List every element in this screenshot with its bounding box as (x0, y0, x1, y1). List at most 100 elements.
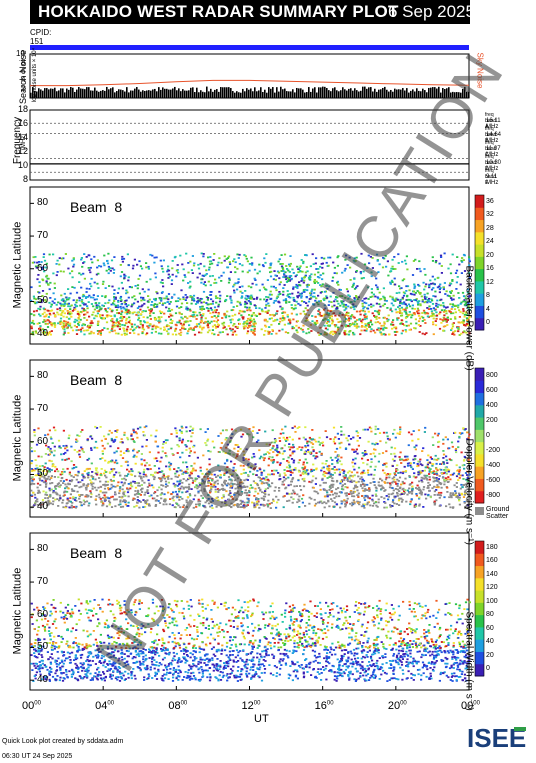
rt-cell (374, 295, 377, 298)
rt-cell (97, 330, 101, 333)
rt-cell (153, 492, 156, 495)
rt-cell (300, 300, 304, 303)
rt-cell (38, 503, 41, 506)
rt-cell (191, 314, 194, 316)
rt-cell (48, 331, 52, 333)
noise-bar (306, 92, 308, 98)
rt-cell (50, 437, 53, 440)
rt-cell (433, 283, 436, 286)
rt-cell (435, 462, 438, 465)
rt-cell (418, 317, 422, 320)
rt-cell (53, 282, 56, 285)
rt-cell (466, 291, 469, 294)
rt-cell (367, 324, 370, 326)
noise-bar (80, 88, 82, 98)
rt-cell (338, 288, 341, 291)
rt-cell (165, 330, 169, 333)
rt-cell (90, 258, 93, 261)
rt-cell (428, 461, 431, 464)
rt-cell (347, 312, 350, 314)
rt-cell (286, 500, 289, 502)
rt-cell (408, 476, 411, 478)
rt-cell (42, 321, 45, 323)
rt-cell (205, 273, 208, 275)
rt-cell (465, 331, 468, 334)
rt-cell (146, 332, 149, 335)
noise-bar (238, 92, 240, 98)
rt-cell (449, 478, 452, 481)
rt-cell (83, 261, 86, 263)
rt-cell (90, 320, 93, 322)
rt-cell (317, 501, 320, 504)
rt-cell (138, 305, 141, 308)
rt-cell (417, 309, 420, 312)
rt-cell (269, 314, 272, 316)
rt-cell (302, 479, 305, 481)
rt-cell (59, 270, 62, 273)
rt-cell (384, 333, 387, 336)
rt-cell (276, 501, 279, 504)
rt-cell (298, 437, 301, 440)
rt-cell (407, 444, 410, 447)
rt-cell (57, 476, 60, 479)
rt-cell (328, 324, 332, 327)
rt-cell (393, 452, 396, 455)
rt-cell (131, 326, 134, 328)
noise-bar (194, 92, 196, 98)
rt-cell (223, 326, 226, 328)
rt-cell (228, 315, 231, 318)
rt-cell (392, 489, 395, 492)
rt-cell (62, 324, 65, 327)
rt-cell (146, 486, 149, 488)
rt-cell (199, 306, 202, 308)
rt-cell (159, 477, 162, 480)
rt-cell (104, 295, 107, 297)
rt-cell (282, 495, 285, 498)
rt-cell (278, 329, 281, 332)
rt-cell (177, 300, 180, 302)
rt-cell (60, 314, 63, 316)
rt-cell (405, 324, 408, 327)
rt-cell (364, 494, 367, 497)
rt-cell (202, 504, 205, 507)
rt-cell (234, 313, 237, 316)
rt-cell (413, 312, 416, 314)
noise-bar (170, 89, 172, 98)
rt-cell (147, 265, 150, 268)
rt-cell (413, 327, 416, 329)
rt-cell (366, 483, 369, 486)
rt-cell (41, 499, 45, 501)
rt-cell (459, 302, 462, 305)
rt-cell (376, 310, 379, 313)
rt-cell (118, 325, 122, 328)
rt-cell (142, 310, 145, 312)
rt-cell (464, 311, 467, 314)
rt-cell (259, 503, 262, 506)
rt-cell (293, 485, 296, 488)
rt-cell (288, 293, 291, 295)
rt-cell (303, 301, 306, 303)
rt-cell (348, 256, 351, 259)
rt-cell (401, 298, 404, 300)
rt-cell (378, 291, 381, 294)
rt-cell (75, 484, 78, 487)
rt-cell (319, 300, 322, 302)
rt-cell (211, 262, 214, 265)
rt-cell (458, 435, 461, 438)
rt-cell (317, 294, 320, 297)
noise-bar (206, 86, 208, 98)
rt-cell (313, 498, 316, 501)
rt-cell (119, 297, 122, 300)
rt-cell (143, 500, 147, 502)
rt-cell (74, 303, 77, 306)
rt-cell (343, 479, 346, 481)
rt-cell (95, 304, 98, 307)
rt-cell (215, 320, 218, 323)
rt-cell (367, 304, 370, 307)
rt-cell (418, 300, 421, 302)
rt-cell (321, 502, 324, 505)
rt-cell (252, 318, 255, 321)
rt-cell (169, 318, 172, 321)
noise-bar (226, 87, 228, 98)
rt-cell (297, 271, 300, 274)
